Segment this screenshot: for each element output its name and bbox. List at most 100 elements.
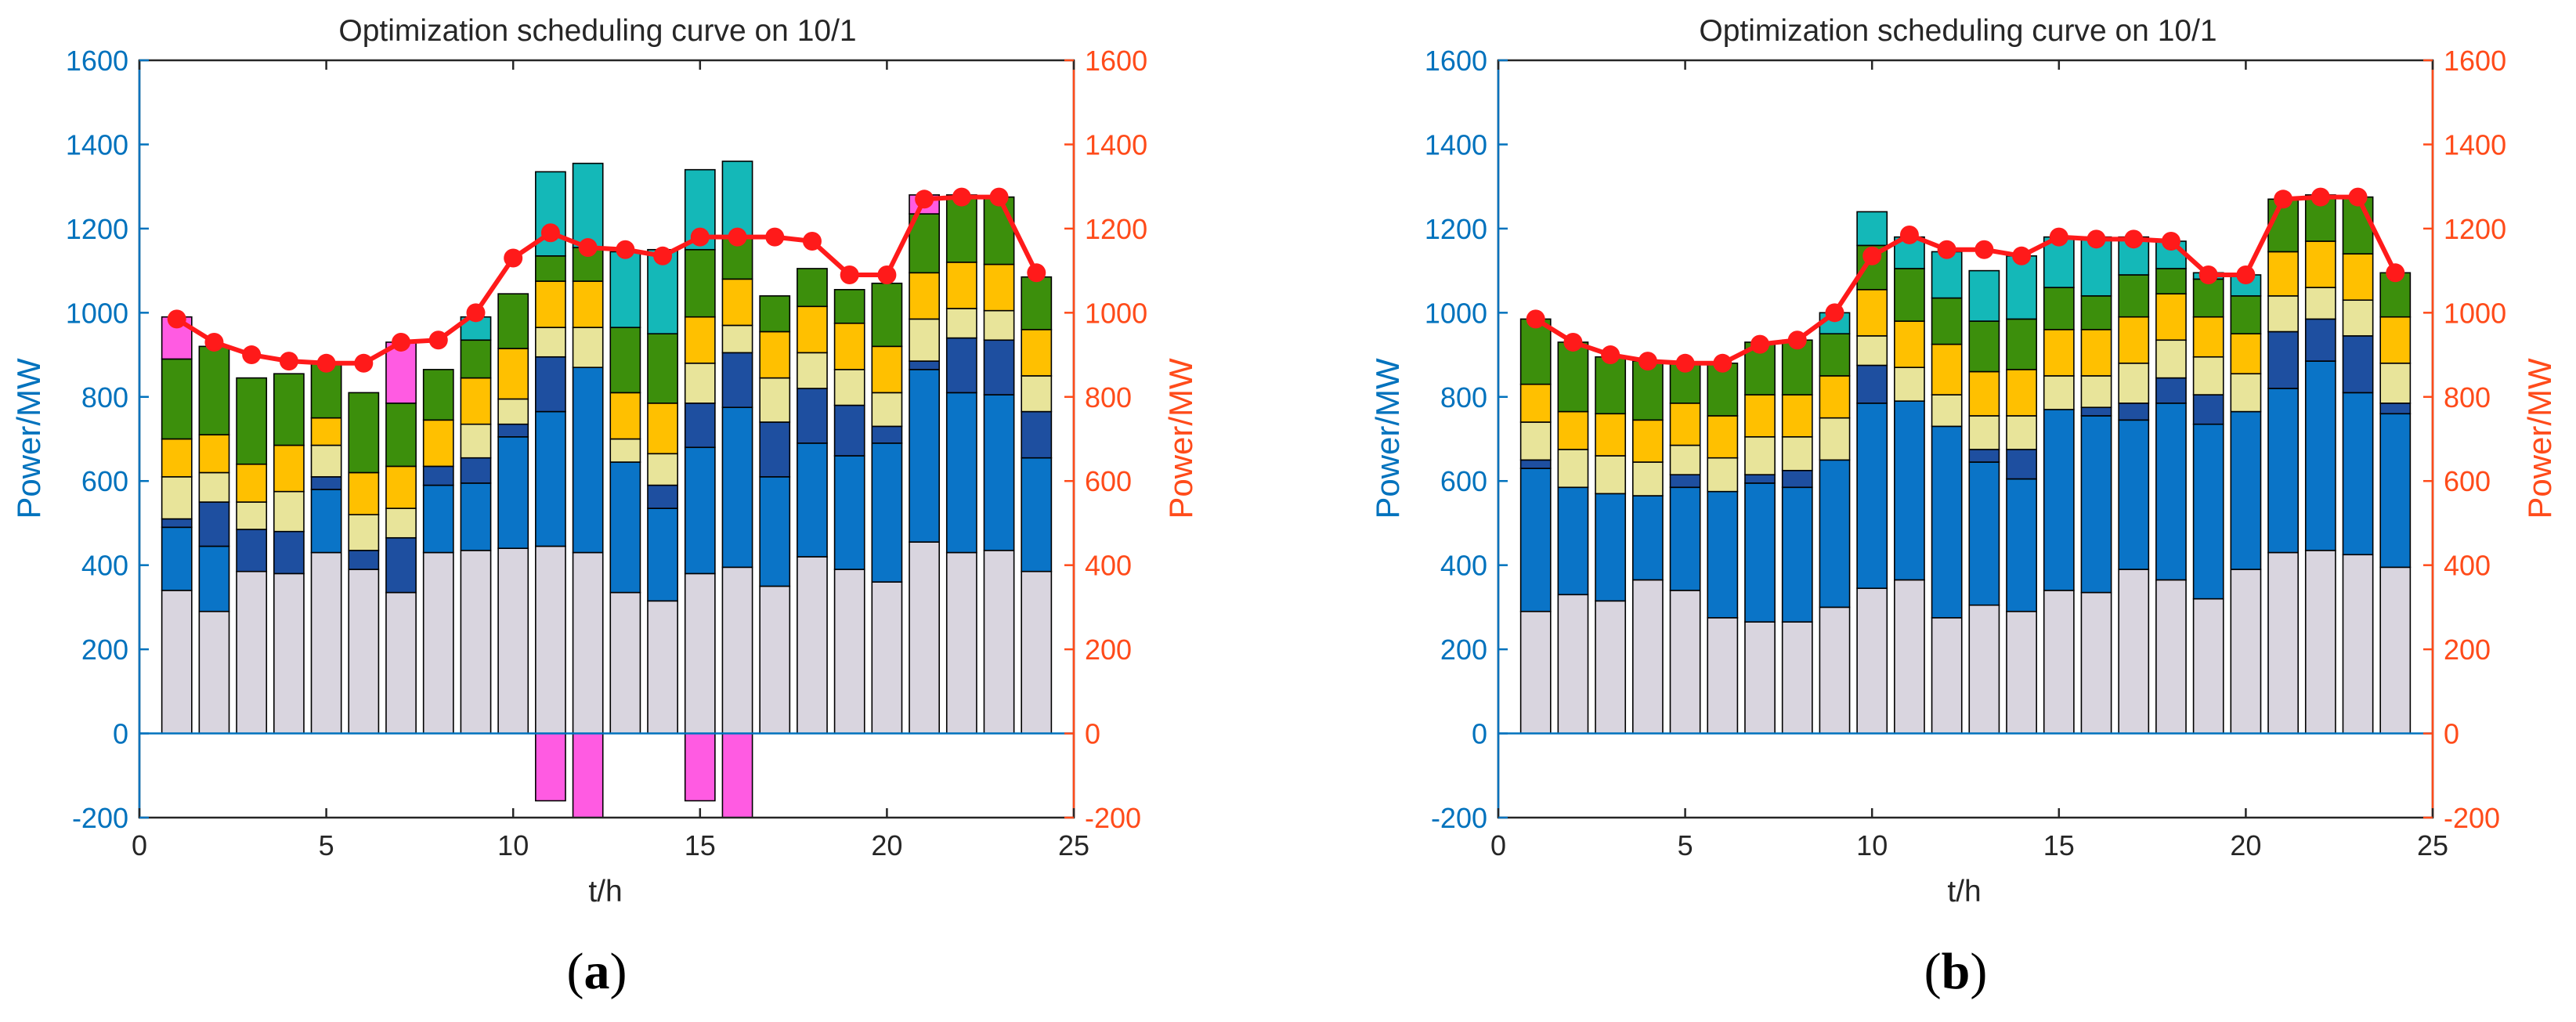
bar-segment-a-series-6-t14	[647, 333, 678, 404]
load-marker-b-t4	[1638, 352, 1657, 371]
panel-label-letter-a: a	[584, 943, 610, 1000]
bar-segment-a-series-6-t3	[236, 377, 268, 465]
bar-segment-b-series-1-t10	[1856, 587, 1888, 735]
bar-segment-b-series-4-t11	[1894, 367, 1925, 402]
load-marker-b-t19	[2198, 265, 2218, 284]
bar-segment-a-series-4-t3	[236, 501, 268, 530]
bar-segment-b-series-3-t16	[2080, 406, 2112, 417]
bar-segment-a-series-3-t1	[161, 518, 193, 529]
bar-segment-a-series-6-t11	[535, 255, 566, 282]
y-right-tick-label-b-400: 400	[2444, 550, 2491, 582]
bar-segment-a-series-5-t5	[310, 417, 342, 446]
bar-segment-a-series-3-t18	[797, 388, 828, 444]
bar-segment-b-series-5-t18	[2155, 293, 2187, 341]
bar-segment-a-series-2-t10	[497, 436, 529, 549]
load-marker-a-t9	[466, 303, 486, 323]
bar-segment-b-series-4-t20	[2230, 373, 2262, 413]
bar-segment-a-series-5-t23	[983, 263, 1015, 312]
bar-segment-b-series-1-t13	[1968, 604, 2000, 735]
y-left-tick-label-b-600: 600	[1440, 465, 1487, 497]
y-right-tick-label-a-1400: 1400	[1085, 128, 1147, 161]
bar-segment-b-series-3-t22	[2304, 318, 2336, 362]
load-marker-b-t22	[2310, 187, 2330, 207]
y-left-ticks-a: -200 0 200 400 600 800 1000 1200 1400 1600	[66, 45, 149, 834]
bar-segment-a-series-3-t10	[497, 423, 529, 438]
bar-segment-b-series-4-t1	[1519, 421, 1552, 461]
bar-segment-b-series-3-t8	[1781, 469, 1813, 489]
bar-segment-b-series-5-t21	[2267, 251, 2300, 297]
y-left-tick-label-b-1600: 1600	[1425, 45, 1487, 77]
bar-segment-b-series-1-t9	[1819, 606, 1851, 735]
y-axis-label-right-a: Power/MW	[1162, 358, 1199, 519]
y-right-tick-label-a-0: 0	[1085, 718, 1100, 750]
bar-segment-a-series-3-t14	[647, 484, 678, 509]
bar-segment-a-series-5-t18	[797, 305, 828, 354]
x-tick-label-a-15: 15	[685, 829, 716, 861]
load-marker-a-t14	[653, 246, 673, 265]
x-axis-label-a: t/h	[588, 875, 622, 908]
x-ticks-a: 0 5 10 15 20 25	[132, 60, 1089, 861]
bar-segment-a-series-3-t5	[310, 476, 342, 490]
bar-segment-a-series-1-t5	[310, 551, 342, 735]
y-left-tick-label-b--200: -200	[1431, 802, 1487, 834]
x-axis-label-b: t/h	[1947, 875, 1981, 908]
bar-segment-b-series-6-t17	[2118, 274, 2150, 318]
x-tick-label-b-15: 15	[2043, 829, 2075, 861]
bar-segment-a-series-5-t11	[535, 280, 566, 328]
bar-segment-a-series-1-t19	[833, 569, 865, 735]
bar-segment-a-series-4-t20	[871, 392, 903, 428]
panel-label-b: (b)	[1924, 943, 1988, 1000]
bar-segment-b-series-1-t21	[2267, 551, 2300, 735]
y-right-ticks-b: -200 0 200 400 600 800 1000 1200 1400 1600	[2423, 45, 2506, 834]
bar-segment-a-series-8-t16	[721, 732, 753, 818]
bar-segment-b-series-1-t17	[2118, 569, 2150, 735]
bar-segment-a-series-4-t1	[161, 476, 193, 520]
bar-segment-a-series-2-t21	[909, 369, 941, 543]
bar-segment-a-series-1-t7	[385, 591, 417, 735]
bar-segment-a-series-6-t15	[684, 248, 716, 318]
y-left-tick-label-a-400: 400	[81, 550, 128, 582]
bar-segment-a-series-5-t1	[161, 438, 193, 478]
bar-segment-b-series-1-t15	[2043, 590, 2075, 735]
bar-segment-a-series-5-t3	[236, 463, 268, 503]
bar-segment-a-series-6-t6	[348, 392, 380, 474]
bar-segment-a-series-6-t10	[497, 293, 529, 349]
bar-segment-a-series-7-t13	[609, 251, 641, 328]
y-right-tick-label-b-600: 600	[2444, 465, 2491, 497]
load-marker-b-t15	[2049, 227, 2068, 247]
load-markers-b	[1526, 187, 2405, 373]
load-marker-b-t2	[1563, 332, 1583, 352]
bar-segment-b-series-3-t14	[2006, 449, 2037, 480]
bar-segment-a-series-5-t9	[460, 377, 492, 425]
bar-segment-a-series-1-t14	[647, 600, 678, 735]
bar-segment-a-series-4-t5	[310, 444, 342, 478]
bar-segment-b-series-4-t9	[1819, 417, 1851, 461]
bar-segment-b-series-1-t20	[2230, 569, 2262, 735]
bar-segment-a-series-6-t9	[460, 339, 492, 379]
bar-segment-b-series-2-t3	[1595, 493, 1627, 602]
bar-segment-b-series-5-t17	[2118, 316, 2150, 364]
load-marker-a-t23	[989, 187, 1009, 207]
bar-segment-a-series-3-t3	[236, 529, 268, 572]
bar-segment-b-series-4-t14	[2006, 415, 2037, 450]
load-marker-a-t4	[279, 352, 298, 371]
bar-segment-b-series-1-t11	[1894, 579, 1925, 735]
y-left-tick-label-b-0: 0	[1472, 718, 1487, 750]
bar-segment-b-series-5-t7	[1744, 394, 1776, 438]
chart-title-a: Optimization scheduling curve on 10/1	[338, 14, 856, 48]
bar-segment-a-series-2-t11	[535, 410, 566, 547]
bar-segment-a-series-4-t14	[647, 453, 678, 486]
bar-segment-b-series-2-t17	[2118, 419, 2150, 570]
bar-segment-a-series-4-t22	[945, 308, 977, 339]
bar-segment-a-series-2-t14	[647, 507, 678, 602]
y-right-tick-label-a-1000: 1000	[1085, 297, 1147, 329]
bars-b	[1519, 194, 2412, 735]
bar-segment-a-series-2-t17	[759, 476, 791, 587]
bar-segment-a-series-6-t7	[385, 403, 417, 468]
bar-segment-b-series-7-t12	[1931, 251, 1963, 299]
bar-segment-b-series-2-t11	[1894, 400, 1925, 581]
y-right-tick-label-a--200: -200	[1085, 802, 1141, 834]
bar-segment-a-series-4-t10	[497, 398, 529, 425]
panel-label-a: (a)	[567, 943, 627, 1000]
bar-segment-b-series-2-t18	[2155, 403, 2187, 581]
